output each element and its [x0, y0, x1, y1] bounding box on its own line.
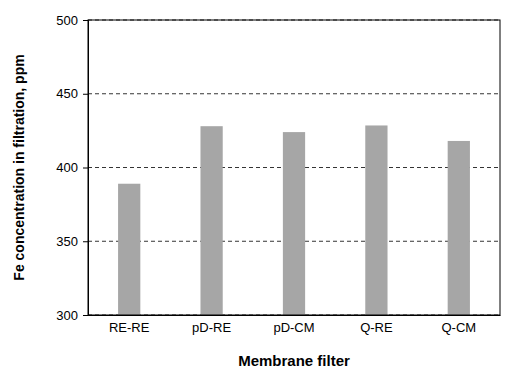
x-tick-label: Q-CM — [441, 320, 476, 335]
y-tick-mark — [83, 241, 88, 242]
y-tick-label: 400 — [56, 160, 78, 175]
y-tick: 350 — [56, 234, 88, 249]
bar — [200, 126, 222, 315]
y-tick-mark — [83, 315, 88, 316]
x-axis-title: Membrane filter — [238, 352, 350, 369]
y-axis: 300 350 400 450 500 — [56, 13, 88, 323]
bar — [283, 132, 305, 315]
grid — [88, 20, 500, 315]
x-tick: Q-RE — [360, 315, 393, 335]
x-tick: pD-RE — [192, 315, 231, 335]
x-tick-label: pD-RE — [192, 320, 231, 335]
y-tick: 300 — [56, 308, 88, 323]
y-tick: 500 — [56, 13, 88, 28]
x-tick-label: RE-RE — [109, 320, 150, 335]
plot-frame — [88, 20, 500, 315]
y-tick-label: 500 — [56, 13, 78, 28]
y-tick-label: 450 — [56, 86, 78, 101]
y-axis-line — [83, 21, 89, 316]
y-tick: 450 — [56, 86, 88, 101]
x-tick: Q-CM — [441, 315, 476, 335]
x-tick-label: Q-RE — [360, 320, 393, 335]
y-tick-label: 350 — [56, 234, 78, 249]
grid-line — [88, 93, 500, 94]
y-tick-mark — [83, 168, 88, 169]
bar — [448, 141, 470, 315]
chart-svg: 300 350 400 450 500 RE-RE pD-RE pD-CM Q-RE Q-CM Me… — [0, 0, 515, 380]
x-tick: pD-CM — [273, 315, 314, 335]
bars — [118, 125, 470, 315]
y-tick-label: 300 — [56, 308, 78, 323]
y-tick: 400 — [56, 160, 88, 175]
x-axis-line — [89, 315, 501, 316]
x-axis: RE-RE pD-RE pD-CM Q-RE Q-CM — [89, 315, 501, 335]
x-tick: RE-RE — [109, 315, 150, 335]
y-tick-mark — [83, 20, 88, 21]
bar — [365, 125, 387, 315]
y-axis-title: Fe concentration in filtration, ppm — [11, 54, 27, 280]
chart-container: 300 350 400 450 500 RE-RE pD-RE pD-CM Q-RE Q-CM Me… — [0, 0, 515, 380]
y-tick-mark — [83, 94, 88, 95]
x-tick-label: pD-CM — [273, 320, 314, 335]
plot-area: 300 350 400 450 500 RE-RE pD-RE pD-CM Q-RE Q-CM — [56, 13, 500, 336]
bar — [118, 184, 140, 315]
